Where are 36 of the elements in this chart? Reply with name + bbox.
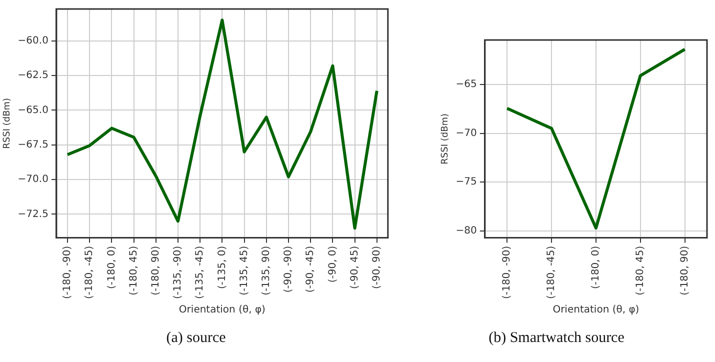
- x-tick-label: (-180, 0): [106, 246, 118, 290]
- x-tick-label: (-90, -90): [283, 246, 294, 293]
- x-tick-label: (-135, -90): [172, 246, 184, 300]
- x-tick-label: (-180, 90): [679, 246, 690, 296]
- x-tick-label: (-180, -45): [546, 246, 558, 300]
- x-axis-title: Orientation (θ, φ): [178, 304, 266, 316]
- y-tick-label: −75: [456, 176, 477, 188]
- x-tick-label: (-90, 90): [371, 246, 382, 290]
- x-tick-label: (-180, 90): [150, 246, 162, 296]
- y-axis-title: RSSI (dBm): [440, 113, 451, 164]
- x-tick-label: (-135, -45): [194, 246, 206, 300]
- y-tick-label: −65: [456, 79, 477, 90]
- x-tick-label: (-180, -45): [84, 246, 96, 300]
- x-tick-label: (-135, 90): [260, 246, 272, 296]
- y-tick-label: −80: [456, 226, 477, 237]
- x-tick-label: (-180, 0): [590, 246, 602, 290]
- x-tick-label: (-180, -90): [62, 246, 74, 300]
- x-tick-label: (-90, 0): [327, 246, 338, 283]
- x-tick-label: (-135, 0): [216, 246, 228, 290]
- y-tick-label: −65.0: [18, 104, 48, 116]
- y-tick-label: −67.5: [18, 139, 48, 150]
- y-tick-label: −62.5: [18, 70, 48, 82]
- x-tick-label: (-90, 45): [349, 246, 360, 290]
- x-tick-label: (-135, 45): [238, 246, 250, 296]
- text: (b) Smartwatch source: [488, 330, 626, 347]
- y-tick-label: −70: [456, 128, 477, 139]
- y-axis-title: RSSI (dBm): [2, 98, 13, 149]
- y-tick-label: −60.0: [18, 35, 48, 46]
- y-tick-label: −72.5: [18, 208, 48, 220]
- x-axis-title: Orientation (θ, φ): [552, 304, 640, 316]
- x-tick-label: (-180, 45): [128, 246, 140, 296]
- x-tick-label: (-90, -45): [305, 246, 316, 293]
- x-tick-label: (-180, -90): [502, 246, 513, 300]
- x-tick-label: (-180, 45): [634, 246, 646, 296]
- text: (a) source: [165, 330, 227, 347]
- y-tick-label: −70.0: [18, 174, 48, 186]
